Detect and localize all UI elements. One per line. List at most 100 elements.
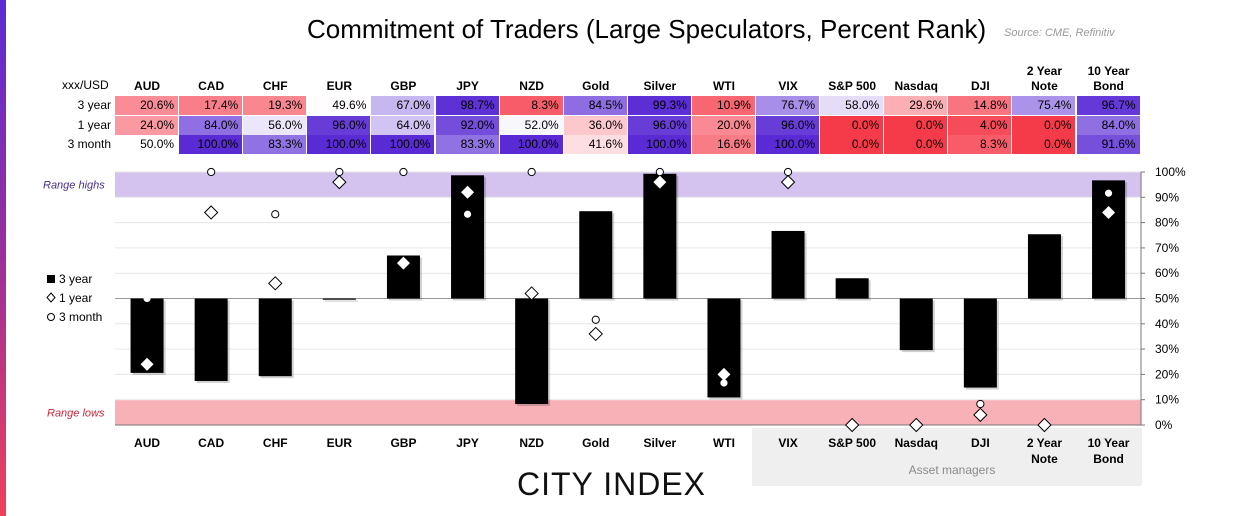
table-column-header: EUR <box>326 79 353 93</box>
range-lows-label: Range lows <box>47 407 105 419</box>
table-cell: 20.6% <box>115 96 180 116</box>
table-cell: 64.0% <box>371 115 436 136</box>
table-cell: 8.3% <box>499 96 564 116</box>
marker-3-month <box>527 167 536 177</box>
source-note: Source: CME, Refinitiv <box>1004 27 1115 39</box>
table-cell: 0.0% <box>884 135 949 156</box>
table-cell: 49.6% <box>307 96 372 116</box>
table-cell: 52.0% <box>499 115 564 136</box>
asset-managers-label: Asset managers <box>908 463 996 477</box>
y-tick-label: 80% <box>1155 216 1179 230</box>
legend-3-month-swatch <box>47 313 55 321</box>
y-tick-label: 50% <box>1155 292 1179 306</box>
y-tick-label: 20% <box>1155 367 1179 381</box>
table-cell: 100.0% <box>756 135 821 156</box>
table-column-header: JPY <box>456 79 479 93</box>
chart-title: Commitment of Traders (Large Speculators… <box>307 14 987 44</box>
marker-1-year <box>717 367 731 381</box>
table-cell: 0.0% <box>1012 115 1077 136</box>
marker-3-month <box>591 315 600 324</box>
x-category-label: GBP <box>390 436 416 450</box>
table-cell: 84.0% <box>1076 115 1141 136</box>
marker-3-month <box>335 167 344 177</box>
legend-3-month-label: 3 month <box>59 310 102 324</box>
table-cell: 0.0% <box>1012 135 1077 156</box>
table-cell: 50.0% <box>115 135 180 156</box>
table-cell: 36.0% <box>563 115 628 136</box>
table-column-header: Silver <box>643 79 677 93</box>
table-cell: 56.0% <box>243 115 308 136</box>
table-cell: 24.0% <box>115 115 180 136</box>
table-column-header: CAD <box>198 79 225 93</box>
table-cell: 83.3% <box>435 135 500 156</box>
x-category-label: VIX <box>778 436 797 450</box>
table-cell: 84.0% <box>179 115 244 136</box>
table-cell: 41.6% <box>563 135 628 156</box>
table-cell: 91.6% <box>1076 135 1141 156</box>
table-cell: 83.3% <box>243 135 308 156</box>
table-column-header: AUD <box>134 79 161 93</box>
table-cell: 96.7% <box>1076 96 1141 116</box>
marker-3-month <box>463 210 472 218</box>
table-column-header: Nasdaq <box>894 79 938 93</box>
table-column-header: WTI <box>712 79 735 93</box>
y-tick-label: 90% <box>1155 190 1179 204</box>
bar-3-year <box>835 278 869 299</box>
table-cell: 14.8% <box>948 96 1013 116</box>
bar-3-year <box>771 230 805 299</box>
table-cell: 84.5% <box>563 96 628 116</box>
y-tick-label: 0% <box>1155 418 1173 432</box>
table-row-label: 1 year <box>77 117 111 132</box>
table-cell: 4.0% <box>948 115 1013 136</box>
bar-3-year <box>515 298 549 405</box>
y-tick-label: 100% <box>1155 165 1186 179</box>
y-tick-label: 60% <box>1155 266 1179 280</box>
marker-1-year <box>909 417 924 433</box>
table-cell: 10.9% <box>691 96 756 116</box>
marker-3-month <box>399 167 408 177</box>
x-category-label: S&P 500 <box>828 436 876 450</box>
table-column-header: GBP <box>390 79 417 93</box>
table-cell: 99.3% <box>627 96 692 116</box>
bar-3-year <box>194 298 228 381</box>
bar-3-year <box>643 173 677 299</box>
range-highs-band <box>115 172 1141 198</box>
x-category-label: Silver <box>643 436 676 450</box>
x-category-label: JPY <box>456 436 479 450</box>
marker-1-year <box>780 174 796 190</box>
marker-3-month <box>143 294 151 303</box>
table-cell: 100.0% <box>627 135 692 156</box>
asset-managers-zone <box>752 428 1142 486</box>
marker-1-year <box>203 205 219 220</box>
x-category-label: Nasdaq <box>895 436 938 450</box>
marker-1-year <box>588 326 603 342</box>
table-corner-label: xxx/USD <box>62 78 109 92</box>
table-cell: 96.0% <box>307 115 372 136</box>
marker-1-year <box>396 256 410 270</box>
range-highs-label: Range highs <box>43 180 105 192</box>
marker-1-year <box>140 357 154 371</box>
table-cell: 20.0% <box>691 115 756 136</box>
x-category-label: AUD <box>134 436 160 450</box>
table-cell: 96.0% <box>627 115 692 136</box>
x-category-label: 2 Year <box>1027 436 1062 450</box>
x-category-label: EUR <box>327 436 353 450</box>
table-cell: 17.4% <box>179 96 244 116</box>
marker-1-year <box>844 417 860 433</box>
bar-3-year <box>258 298 292 377</box>
legend-1-year-swatch <box>46 292 56 303</box>
legend-1-year-label: 1 year <box>59 291 92 305</box>
table-cell: 100.0% <box>371 135 436 156</box>
x-category-label: Gold <box>582 436 609 450</box>
table-column-header: VIX <box>778 79 798 93</box>
marker-1-year <box>973 407 988 423</box>
x-category-label: Note <box>1031 452 1058 466</box>
marker-1-year <box>332 174 347 190</box>
bar-shadow <box>324 300 358 302</box>
marker-1-year <box>268 276 283 291</box>
table-column-header: NZD <box>519 79 544 93</box>
marker-3-month <box>976 399 985 409</box>
x-category-label: CHF <box>263 436 288 450</box>
y-tick-label: 70% <box>1155 241 1179 255</box>
